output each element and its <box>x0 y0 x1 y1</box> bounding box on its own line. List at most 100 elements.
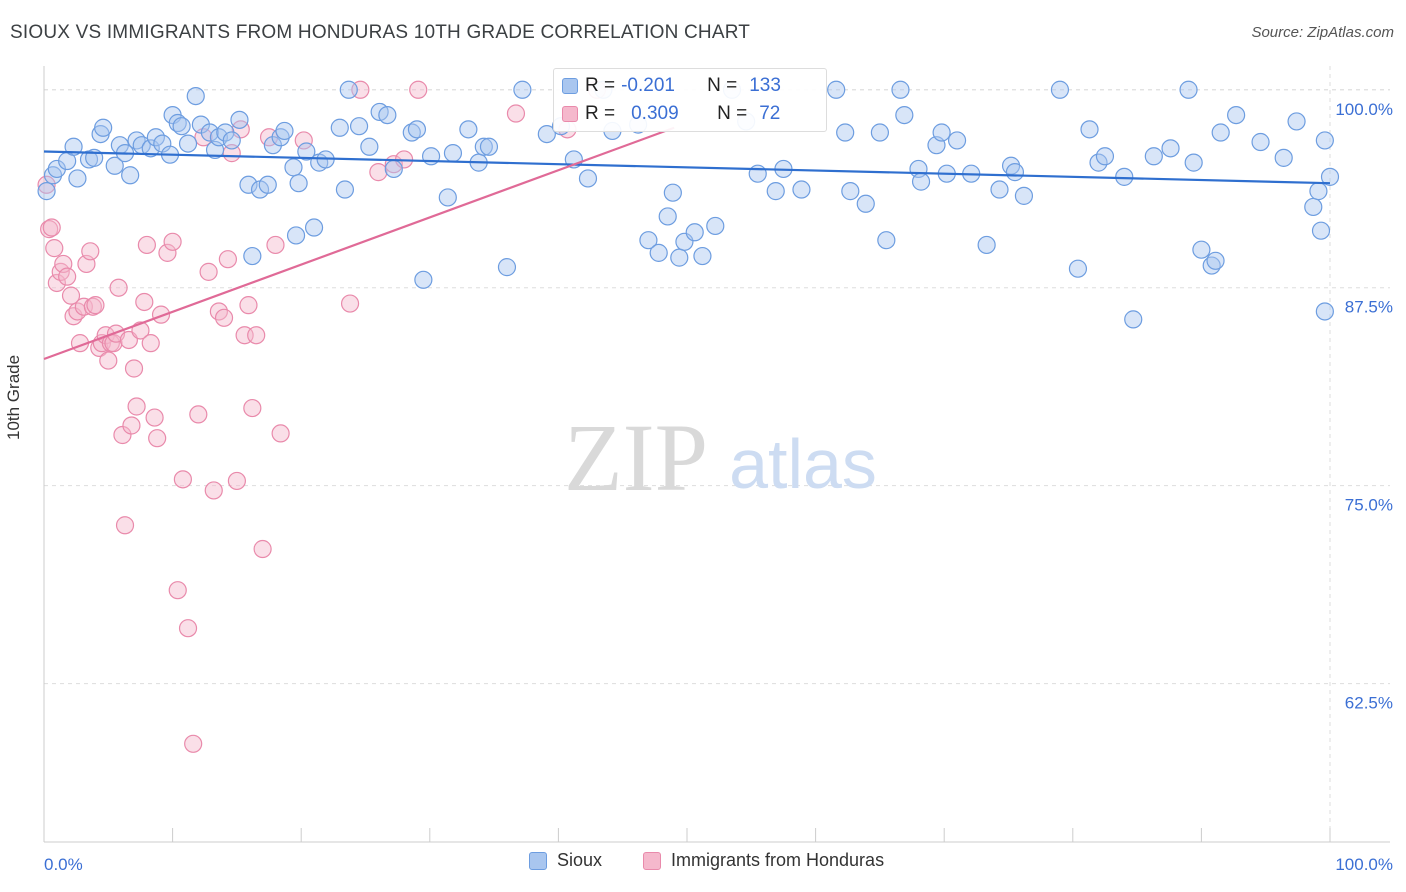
sioux-point <box>94 118 113 137</box>
sioux-point <box>284 158 303 177</box>
sioux-point <box>1080 120 1099 139</box>
honduras-point <box>243 398 262 418</box>
sioux-point <box>663 183 682 202</box>
sioux-point <box>438 188 457 207</box>
bottom-legend: Sioux Immigrants from Honduras <box>0 850 1406 878</box>
r-value: 0.309 <box>631 103 679 124</box>
honduras-point <box>151 305 171 324</box>
honduras-point <box>227 471 246 491</box>
stats-row-sioux: R = -0.201 N = 133 <box>562 72 781 100</box>
sioux-point <box>649 243 668 262</box>
r-value: -0.201 <box>621 75 675 96</box>
sioux-point <box>414 270 433 289</box>
sioux-point <box>685 223 704 242</box>
sioux-point <box>1161 139 1180 158</box>
sioux-point <box>911 172 931 191</box>
honduras-swatch-icon <box>562 106 578 122</box>
sioux-point <box>384 159 403 179</box>
sioux-point <box>335 180 355 199</box>
source-credit: Source: ZipAtlas.com <box>1251 24 1394 41</box>
x-tick-label: 100.0% <box>1335 855 1393 874</box>
sioux-point <box>64 137 83 156</box>
sioux-point <box>1309 182 1328 201</box>
sioux-point <box>222 131 241 150</box>
honduras-point <box>163 232 182 251</box>
watermark: ZIP atlas <box>564 404 877 511</box>
honduras-point <box>218 250 237 269</box>
sioux-point <box>856 194 875 213</box>
sioux-point <box>895 105 914 125</box>
sioux-point <box>1311 221 1331 240</box>
sioux-point <box>1124 310 1143 329</box>
sioux-point <box>792 180 811 199</box>
sioux-point <box>121 166 140 185</box>
sioux-point <box>827 80 846 99</box>
sioux-point <box>1050 80 1070 99</box>
tick-labels: 62.5% 75.0% 87.5% 100.0% 0.0% 100.0% <box>44 100 1393 874</box>
honduras-point <box>86 296 105 315</box>
sioux-point <box>1227 105 1246 125</box>
y-tick-label: 75.0% <box>1345 496 1393 515</box>
honduras-point <box>409 80 428 99</box>
stats-legend: R = -0.201 N = 133 R = 0.309 N = 72 <box>553 68 827 132</box>
y-tick-label: 62.5% <box>1345 694 1393 713</box>
honduras-point <box>115 516 135 535</box>
honduras-point <box>124 359 144 378</box>
honduras-point <box>137 235 156 255</box>
sioux-point <box>1320 167 1340 186</box>
sioux-point <box>230 110 249 129</box>
axes <box>43 66 1390 843</box>
sioux-point <box>407 120 427 139</box>
sioux-point <box>1274 148 1293 167</box>
sioux-point <box>1068 259 1088 278</box>
sioux-point <box>474 137 493 156</box>
sioux-point <box>68 169 87 188</box>
sioux-point <box>932 123 951 142</box>
r-label: R = <box>585 75 616 96</box>
sioux-point <box>1179 80 1198 99</box>
honduras-point <box>145 408 164 427</box>
sioux-point <box>178 134 198 153</box>
sioux-point <box>1184 153 1203 172</box>
sioux-point <box>105 156 124 175</box>
stats-row-honduras: R = 0.309 N = 72 <box>562 100 780 128</box>
sioux-point <box>402 123 421 142</box>
sioux-point <box>977 235 996 255</box>
sioux-point <box>693 246 712 266</box>
series-honduras-points <box>37 80 607 753</box>
sioux-point <box>459 120 478 139</box>
sioux-point <box>1315 131 1334 150</box>
sioux-point <box>330 118 349 137</box>
sioux-point <box>360 137 379 156</box>
sioux-point <box>378 105 397 125</box>
honduras-trend-line <box>43 126 675 361</box>
sioux-point <box>658 207 677 226</box>
x-tick-label: 0.0% <box>44 855 83 874</box>
watermark-atlas: atlas <box>729 425 877 503</box>
honduras-point <box>214 308 234 327</box>
sioux-point <box>200 123 219 142</box>
n-value: 133 <box>749 75 781 96</box>
honduras-point <box>184 734 203 753</box>
sioux-point <box>297 142 316 161</box>
sioux-point <box>239 175 258 194</box>
legend-item-honduras[interactable]: Immigrants from Honduras <box>643 850 884 871</box>
sioux-point <box>836 123 855 142</box>
legend-item-sioux[interactable]: Sioux <box>529 850 602 871</box>
n-label: N = <box>717 103 748 124</box>
honduras-point <box>266 235 285 255</box>
honduras-point <box>204 481 223 500</box>
sioux-legend-icon <box>529 851 547 870</box>
honduras-point <box>42 218 61 237</box>
sioux-point <box>578 169 598 188</box>
honduras-point <box>148 429 167 448</box>
honduras-point <box>109 278 128 297</box>
chart-title: SIOUX VS IMMIGRANTS FROM HONDURAS 10TH G… <box>10 22 751 43</box>
sioux-swatch-icon <box>562 78 578 94</box>
honduras-point <box>253 539 272 559</box>
sioux-point <box>1315 302 1334 321</box>
honduras-legend-icon <box>643 851 661 870</box>
watermark-zip: ZIP <box>564 404 708 511</box>
legend-label-honduras: Immigrants from Honduras <box>671 850 885 870</box>
